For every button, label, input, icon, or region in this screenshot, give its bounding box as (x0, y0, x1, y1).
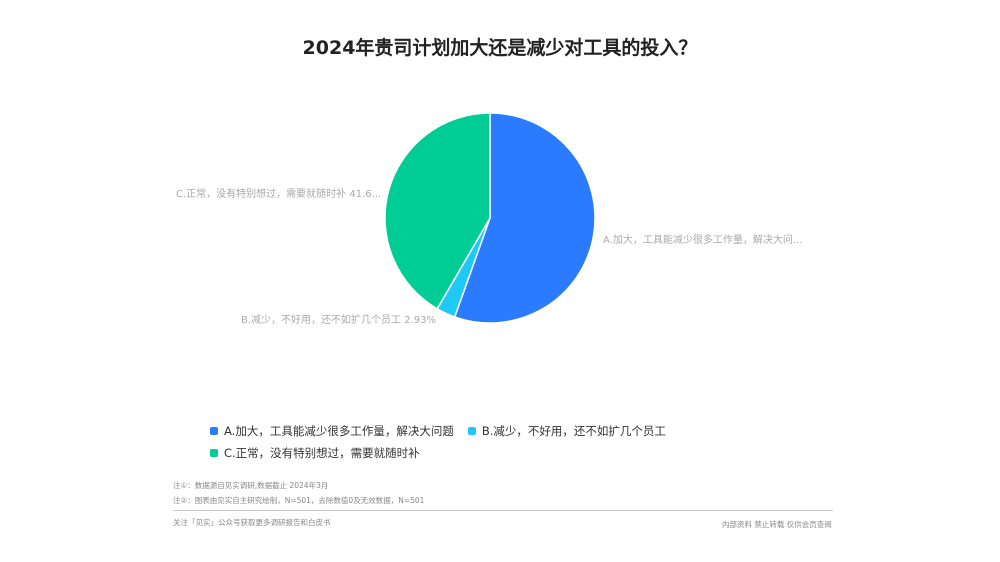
legend-item-c[interactable]: C.正常，没有特别想过，需要就随时补 (210, 445, 420, 461)
footer-left: 关注「见实」公众号获取更多调研报告和白皮书 (173, 518, 331, 527)
legend-swatch (210, 449, 218, 457)
footer-right: 内部资料 禁止转载 仅供会员查阅 (722, 520, 832, 529)
slice-label-c: C.正常，没有特别想过，需要就随时补 41.6... (176, 189, 382, 200)
legend-label: A.加大，工具能减少很多工作量，解决大问题 (224, 424, 454, 438)
slice-label-a: A.加大，工具能减少很多工作量，解决大问... (603, 235, 803, 246)
pie-slice-a[interactable] (453, 112, 596, 324)
legend-label: C.正常，没有特别想过，需要就随时补 (224, 446, 420, 460)
slice-label-b: B.减少，不好用，还不如扩几个员工 2.93% (241, 315, 436, 326)
chart-title: 2024年贵司计划加大还是减少对工具的投入？ (302, 37, 698, 59)
legend: A.加大，工具能减少很多工作量，解决大问题 B.减少，不好用，还不如扩几个员工 … (210, 423, 666, 467)
note-2: 注②：图表由见实自主研究绘制，N=501，去除数值0及无效数据，N=501 (173, 496, 425, 505)
legend-swatch (210, 427, 218, 435)
pie-slice-c[interactable] (384, 112, 491, 310)
note-1: 注①：数据源自见实调研,数据截止 2024年3月 (173, 481, 329, 490)
legend-label: B.减少，不好用，还不如扩几个员工 (481, 424, 666, 438)
legend-swatch (467, 427, 476, 435)
legend-item-a[interactable]: A.加大，工具能减少很多工作量，解决大问题 (210, 423, 454, 439)
divider (173, 510, 833, 511)
legend-item-b[interactable]: B.减少，不好用，还不如扩几个员工 (467, 423, 666, 439)
